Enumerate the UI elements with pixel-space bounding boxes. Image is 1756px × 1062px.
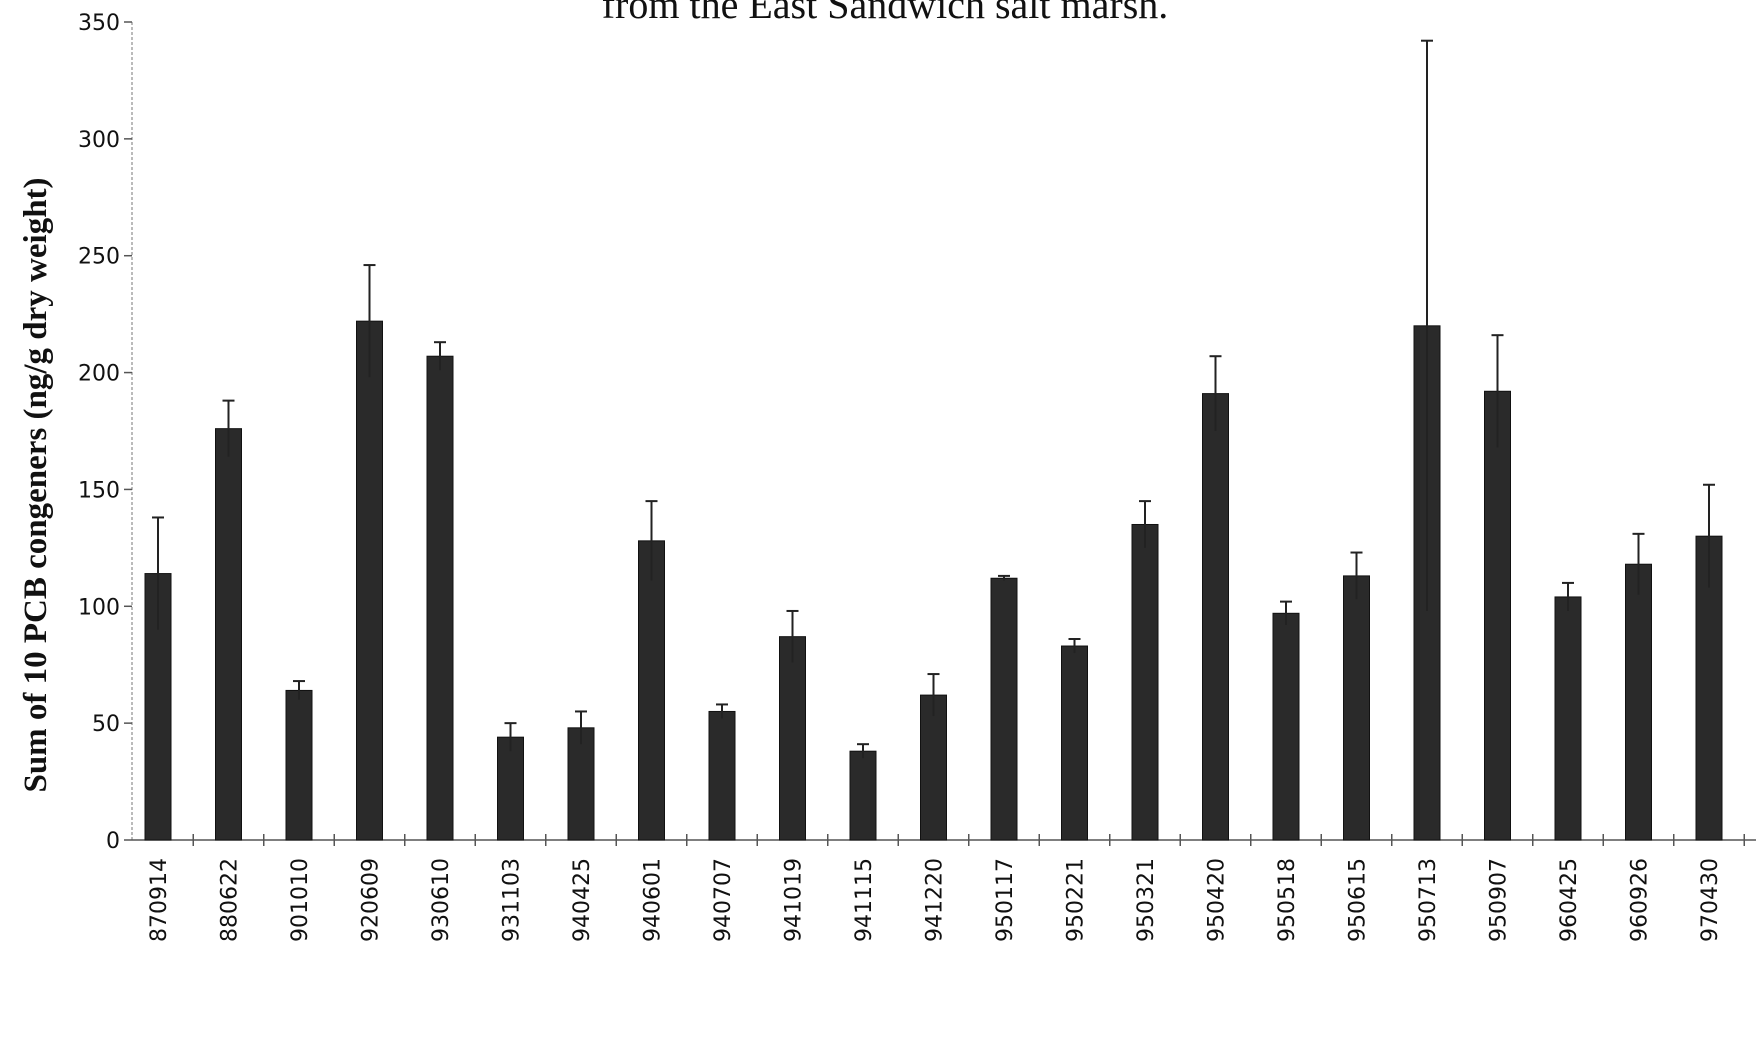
y-axis: 0 50 100 150 200 250 300 350 xyxy=(78,11,133,854)
y-tick-label: 100 xyxy=(78,595,120,620)
x-tick-label: 941115 xyxy=(852,858,877,942)
y-tick-label: 300 xyxy=(78,128,120,153)
chart-title: from the East Sandwich salt marsh. xyxy=(602,0,1169,27)
x-tick-label: 931103 xyxy=(500,858,525,942)
y-tick-label: 0 xyxy=(106,829,120,854)
bar xyxy=(1272,612,1300,841)
bar xyxy=(1061,645,1088,841)
x-tick-label: 950321 xyxy=(1134,858,1159,942)
y-axis-label: Sum of 10 PCB congeners (ng/g dry weight… xyxy=(18,177,54,792)
bar xyxy=(356,320,383,841)
bar xyxy=(1202,393,1229,841)
x-tick-label: 950518 xyxy=(1275,858,1300,942)
error-bars xyxy=(152,39,1715,759)
x-tick-label: 930610 xyxy=(429,858,454,942)
x-tick-label: 940707 xyxy=(711,858,736,942)
bar xyxy=(990,577,1018,841)
x-tick-label: 940425 xyxy=(570,858,595,942)
bar xyxy=(567,727,595,841)
bar xyxy=(1131,523,1159,841)
bar xyxy=(426,355,454,841)
x-tick-label: 960425 xyxy=(1557,858,1582,942)
y-tick-label: 350 xyxy=(78,11,120,36)
bar xyxy=(1484,390,1511,841)
bar xyxy=(1554,596,1582,841)
bar xyxy=(285,689,313,841)
bar xyxy=(849,750,877,841)
bar xyxy=(1625,563,1652,841)
x-tick-label: 880622 xyxy=(218,858,243,942)
bar xyxy=(215,428,242,841)
bar xyxy=(1343,575,1370,841)
x-tick-label: 941220 xyxy=(923,858,948,942)
x-tick-label: 960926 xyxy=(1628,858,1653,942)
bar xyxy=(497,736,524,841)
bar xyxy=(920,694,947,841)
x-tick-label: 970430 xyxy=(1698,858,1723,942)
x-tick-labels: 870914 880622 901010 920609 930610 931103 9404… xyxy=(147,858,1723,942)
x-tick-label: 870914 xyxy=(147,858,172,942)
x-tick-label: 950117 xyxy=(993,858,1018,942)
bar xyxy=(708,710,736,841)
bar xyxy=(638,540,665,841)
bars xyxy=(144,320,1723,841)
y-tick-label: 250 xyxy=(78,245,120,270)
y-tick-label: 200 xyxy=(78,362,120,387)
bar xyxy=(779,636,806,841)
x-tick-label: 940601 xyxy=(641,858,666,942)
x-tick-label: 920609 xyxy=(359,858,384,942)
x-tick-label: 950420 xyxy=(1205,858,1230,942)
x-tick-label: 950713 xyxy=(1416,858,1441,942)
x-tick-label: 941019 xyxy=(782,858,807,942)
x-tick-label: 950615 xyxy=(1346,858,1371,942)
x-tick-label: 901010 xyxy=(288,858,313,942)
x-tick-label: 950221 xyxy=(1064,858,1089,942)
x-tick-label: 950907 xyxy=(1487,858,1512,942)
y-tick-label: 50 xyxy=(92,712,120,737)
y-tick-label: 150 xyxy=(78,478,120,503)
